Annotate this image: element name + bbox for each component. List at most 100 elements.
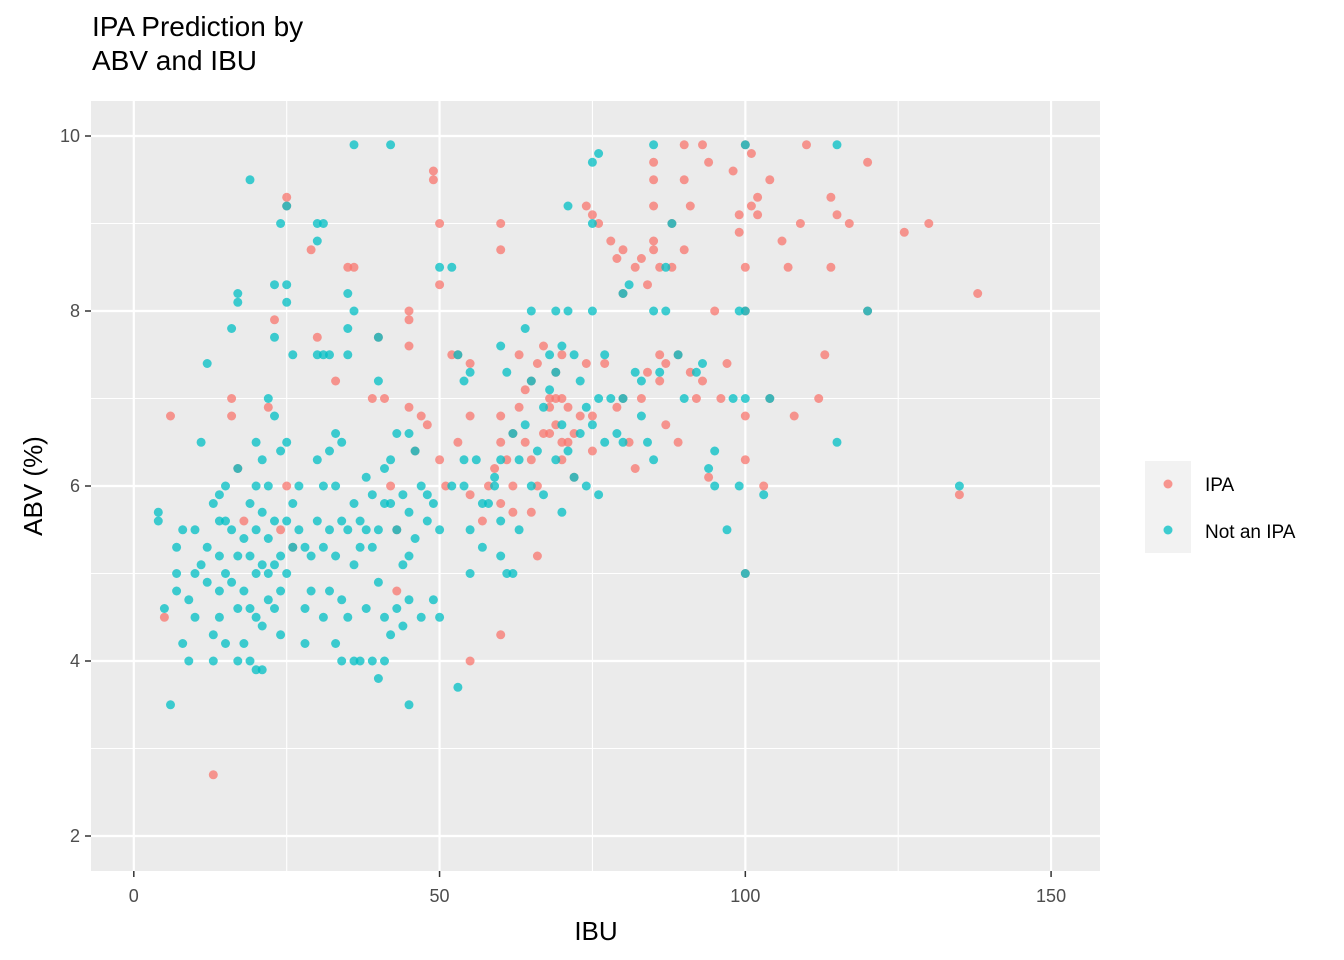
not-ipa-point — [153, 516, 163, 526]
not-ipa-point — [557, 507, 567, 517]
ipa-point — [465, 490, 475, 500]
not-ipa-point — [325, 446, 334, 456]
ipa-point — [263, 402, 273, 412]
ipa-point — [649, 236, 659, 246]
not-ipa-point — [257, 507, 267, 517]
not-ipa-point — [710, 446, 720, 456]
not-ipa-point — [514, 525, 524, 535]
not-ipa-point — [539, 402, 548, 412]
not-ipa-point — [545, 385, 555, 395]
not-ipa-point — [361, 604, 371, 613]
ipa-point — [973, 289, 983, 298]
ipa-point — [716, 394, 726, 403]
not-ipa-point — [618, 437, 628, 447]
ipa-point — [649, 201, 659, 211]
not-ipa-point — [661, 262, 671, 272]
ipa-point — [416, 411, 426, 421]
not-ipa-point — [386, 140, 396, 150]
ipa-point — [496, 499, 506, 508]
not-ipa-point — [257, 455, 267, 465]
ipa-point — [306, 245, 316, 255]
not-ipa-point — [471, 455, 481, 465]
ipa-point — [826, 262, 836, 272]
not-ipa-point — [270, 411, 279, 421]
not-ipa-point — [673, 350, 683, 360]
not-ipa-point — [306, 586, 316, 596]
not-ipa-point — [153, 507, 163, 517]
ipa-point — [759, 481, 769, 491]
ipa-point — [746, 201, 756, 211]
not-ipa-point — [325, 525, 334, 535]
not-ipa-point — [227, 324, 237, 333]
ipa-point — [649, 245, 659, 255]
not-ipa-point — [349, 499, 359, 508]
not-ipa-point — [208, 499, 218, 508]
ipa-point — [594, 219, 604, 228]
not-ipa-point — [196, 560, 206, 570]
not-ipa-point — [343, 289, 353, 298]
not-ipa-point — [740, 569, 750, 578]
ipa-point — [282, 481, 292, 491]
ipa-point — [428, 166, 438, 176]
ipa-point — [520, 385, 530, 395]
ipa-point — [465, 411, 475, 421]
not-ipa-point — [649, 455, 659, 465]
not-ipa-point — [233, 464, 243, 473]
ipa-point — [643, 367, 652, 377]
y-tick-label: 6 — [70, 476, 80, 496]
not-ipa-point — [282, 280, 292, 290]
not-ipa-point — [337, 437, 347, 447]
not-ipa-point — [404, 551, 414, 561]
not-ipa-point — [282, 297, 292, 307]
not-ipa-point — [587, 157, 597, 167]
not-ipa-point — [184, 595, 194, 605]
not-ipa-point — [398, 621, 408, 631]
ipa-point — [587, 446, 597, 456]
ipa-point — [691, 394, 701, 403]
not-ipa-point — [508, 429, 518, 438]
ipa-point — [496, 245, 506, 255]
not-ipa-point — [202, 577, 212, 587]
ipa-point — [783, 262, 793, 272]
legend-key-ipa — [1163, 479, 1173, 489]
not-ipa-point — [587, 306, 597, 316]
not-ipa-point — [282, 569, 292, 578]
not-ipa-point — [643, 437, 652, 447]
not-ipa-point — [245, 551, 255, 561]
not-ipa-point — [428, 499, 438, 508]
ipa-point — [312, 332, 322, 342]
x-tick-label: 100 — [730, 886, 760, 906]
ipa-point — [698, 376, 707, 386]
not-ipa-point — [422, 516, 432, 526]
not-ipa-point — [245, 604, 255, 613]
not-ipa-point — [575, 429, 585, 438]
not-ipa-point — [227, 525, 237, 535]
ipa-point — [428, 175, 438, 185]
not-ipa-point — [453, 682, 463, 692]
not-ipa-point — [386, 455, 396, 465]
not-ipa-point — [178, 639, 188, 648]
ipa-point — [435, 219, 445, 228]
ipa-point — [954, 490, 964, 500]
not-ipa-point — [331, 429, 341, 438]
not-ipa-point — [208, 630, 218, 640]
ipa-point — [545, 394, 555, 403]
not-ipa-point — [728, 394, 738, 403]
not-ipa-point — [539, 490, 548, 500]
not-ipa-point — [343, 324, 353, 333]
not-ipa-point — [282, 201, 292, 211]
ipa-point — [649, 157, 659, 167]
not-ipa-point — [361, 525, 371, 535]
ipa-point — [276, 525, 286, 535]
not-ipa-point — [520, 324, 530, 333]
ipa-point — [746, 149, 756, 158]
not-ipa-point — [270, 604, 279, 613]
ipa-point — [587, 411, 597, 421]
not-ipa-point — [288, 542, 298, 552]
not-ipa-point — [239, 534, 249, 543]
ipa-point — [844, 219, 854, 228]
not-ipa-point — [349, 560, 359, 570]
ipa-point — [227, 411, 237, 421]
not-ipa-point — [337, 516, 347, 526]
ipa-point — [532, 551, 542, 561]
